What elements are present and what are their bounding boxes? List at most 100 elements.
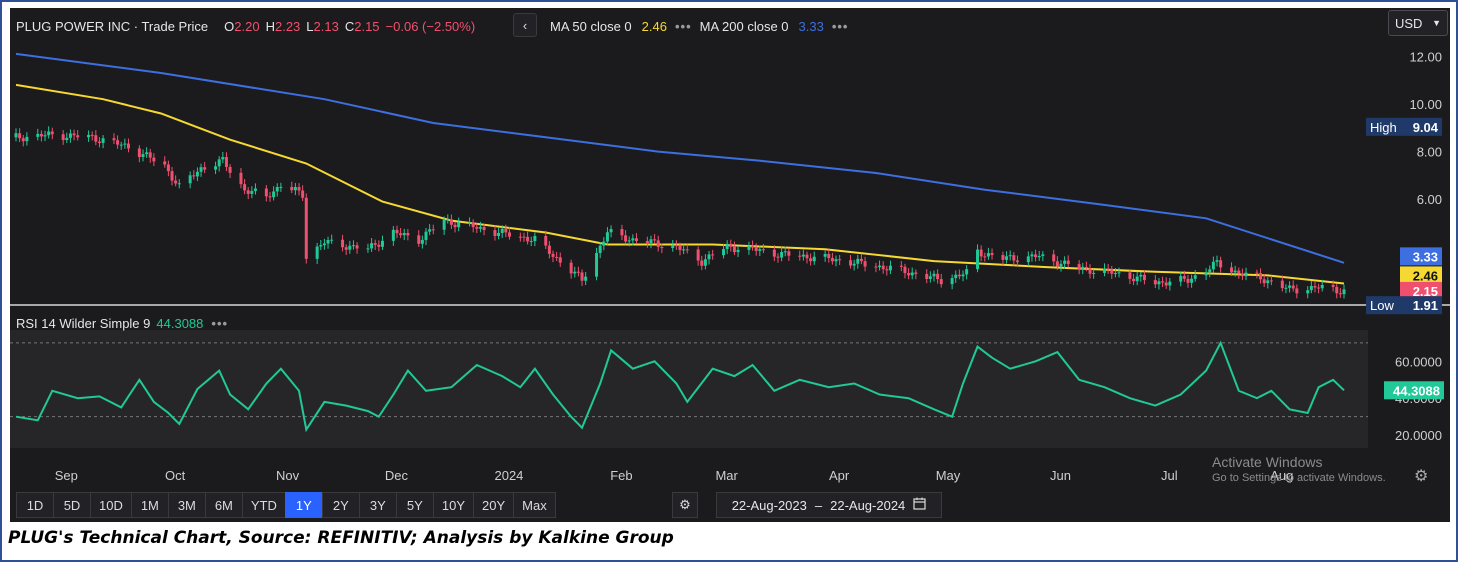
candle-body: [322, 243, 326, 246]
candle-body: [830, 258, 834, 262]
candle-body: [1106, 268, 1110, 270]
candle-body: [634, 238, 638, 242]
date-range-picker[interactable]: 22-Aug-2023 – 22-Aug-2024: [716, 492, 942, 518]
watermark-title: Activate Windows: [1212, 454, 1323, 470]
low-label: L: [306, 18, 314, 34]
ma200-more-icon[interactable]: •••: [831, 18, 849, 34]
price-tick-label: 6.00: [1417, 192, 1442, 207]
timeframe-6m[interactable]: 6M: [204, 492, 243, 518]
candle-body: [1157, 281, 1161, 285]
ma50-tag: [1400, 266, 1442, 285]
candle-body: [645, 241, 649, 244]
candle-body: [94, 135, 98, 142]
candle-body: [224, 157, 228, 167]
candle-body: [584, 276, 588, 281]
candle-body: [145, 152, 149, 155]
candle-body: [471, 222, 475, 228]
x-tick-label: May: [936, 468, 961, 483]
ma50-more-icon[interactable]: •••: [674, 18, 692, 34]
candle-body: [395, 229, 399, 234]
candle-body: [707, 254, 711, 260]
candle-body: [101, 138, 105, 143]
candle-body: [493, 230, 497, 236]
collapse-legend-button[interactable]: ‹: [513, 13, 537, 37]
close-value: 2.15: [354, 18, 380, 34]
candle-body: [722, 249, 726, 256]
candle-body: [279, 186, 283, 188]
candle-body: [221, 157, 225, 160]
candle-body: [979, 249, 983, 257]
candle-body: [453, 224, 457, 228]
candle-body: [36, 133, 40, 137]
date-separator: –: [814, 497, 823, 513]
change-value: −0.06 (−2.50%): [385, 18, 476, 34]
watermark-subtitle: Go to Settings to activate Windows.: [1212, 472, 1386, 484]
candle-body: [1331, 284, 1335, 287]
chart-settings-icon[interactable]: ⚙: [1414, 468, 1429, 485]
candle-body: [1284, 287, 1288, 289]
candle-body: [881, 265, 885, 270]
candle-body: [402, 232, 406, 236]
candle-body: [420, 239, 424, 244]
timeframe-5d[interactable]: 5D: [53, 492, 91, 518]
rsi-more-icon[interactable]: •••: [211, 316, 229, 331]
candle-body: [1342, 289, 1346, 295]
price-tick-label: 12.00: [1409, 49, 1442, 64]
candle-body: [580, 272, 584, 281]
candle-body: [1309, 286, 1313, 291]
timeframe-1d[interactable]: 1D: [16, 492, 54, 518]
candle-body: [446, 219, 450, 221]
candle-body: [700, 260, 704, 266]
timeframe-ytd[interactable]: YTD: [241, 492, 286, 518]
candle-body: [631, 238, 635, 241]
x-tick-label: Aug: [1270, 468, 1293, 483]
timeframe-3y[interactable]: 3Y: [358, 492, 397, 518]
timeframe-2y[interactable]: 2Y: [321, 492, 360, 518]
candle-body: [547, 245, 551, 254]
x-tick-label: Feb: [610, 468, 632, 483]
candle-body: [576, 271, 580, 273]
timeframe-20y[interactable]: 20Y: [473, 492, 515, 518]
currency-select[interactable]: USD ▼: [1388, 10, 1448, 36]
candle-body: [442, 219, 446, 230]
timeframe-1y[interactable]: 1Y: [284, 492, 323, 518]
candle-body: [297, 187, 301, 191]
candle-body: [1063, 260, 1067, 264]
candle-body: [214, 166, 218, 170]
candle-body: [304, 197, 308, 259]
timeframe-10d[interactable]: 10D: [90, 492, 132, 518]
timeframe-3m[interactable]: 3M: [167, 492, 206, 518]
ma50-tag-value: 2.46: [1413, 268, 1438, 283]
rsi-legend: RSI 14 Wilder Simple 9 44.3088 •••: [16, 316, 228, 331]
low-tag-label: Low: [1370, 298, 1394, 313]
candle-body: [217, 159, 221, 167]
candle-body: [729, 243, 733, 247]
candle-body: [834, 259, 838, 262]
low-tag-value: 1.91: [1413, 298, 1438, 313]
candle-body: [1204, 272, 1208, 276]
candle-body: [682, 249, 686, 251]
candle-body: [1230, 267, 1234, 273]
candle-body: [965, 269, 969, 275]
candle-body: [856, 258, 860, 264]
candle-body: [558, 257, 562, 263]
candle-body: [1335, 286, 1339, 294]
open-label: O: [224, 18, 235, 34]
candle-body: [874, 266, 878, 268]
candle-body: [685, 249, 689, 251]
candle-body: [1266, 280, 1270, 284]
candle-body: [852, 263, 856, 266]
candle-body: [406, 232, 410, 236]
candle-body: [1113, 273, 1117, 275]
candle-body: [899, 265, 903, 267]
timeframe-5y[interactable]: 5Y: [395, 492, 434, 518]
x-tick-label: Jul: [1161, 468, 1178, 483]
candle-body: [754, 247, 758, 251]
candle-body: [1219, 260, 1223, 268]
candle-body: [468, 222, 472, 224]
calendar-icon[interactable]: [913, 497, 926, 513]
timeframe-10y[interactable]: 10Y: [432, 492, 474, 518]
timeframe-max[interactable]: Max: [513, 492, 556, 518]
gear-icon[interactable]: ⚙: [672, 492, 698, 518]
timeframe-1m[interactable]: 1M: [130, 492, 169, 518]
